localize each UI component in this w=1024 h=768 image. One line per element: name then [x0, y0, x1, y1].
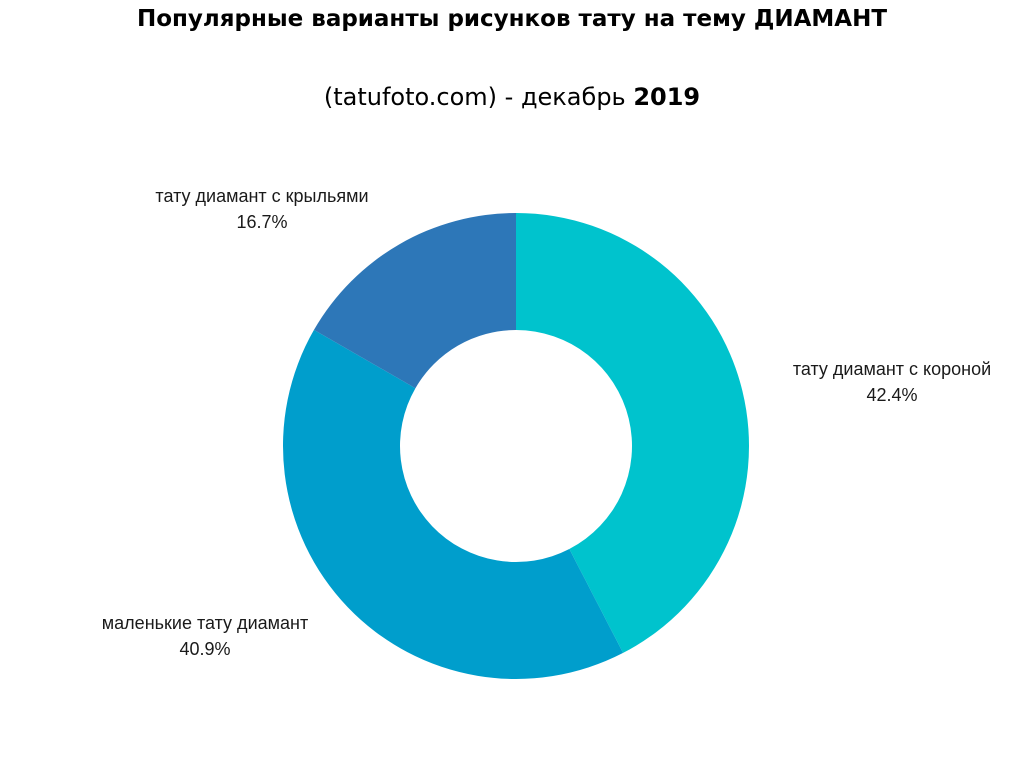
- subtitle-date: - декабрь: [497, 83, 634, 111]
- donut-slice: [313, 213, 516, 389]
- donut-slice: [283, 329, 624, 679]
- slice-label: тату диамант с крыльями: [155, 186, 368, 206]
- chart-title: Популярные варианты рисунков тату на тем…: [136, 6, 888, 32]
- slice-value-label: 40.9%: [179, 639, 230, 659]
- chart-subtitle: (tatufoto.com) - декабрь 2019: [0, 82, 1024, 112]
- slice-value-label: 42.4%: [866, 385, 917, 405]
- subtitle-year: 2019: [633, 83, 701, 111]
- subtitle-source: (tatufoto.com): [323, 83, 498, 111]
- slice-label: маленькие тату диамант: [102, 613, 308, 633]
- donut-slice: [516, 213, 749, 653]
- slice-value-label: 16.7%: [236, 212, 287, 232]
- slice-label: тату диамант с короной: [793, 359, 991, 379]
